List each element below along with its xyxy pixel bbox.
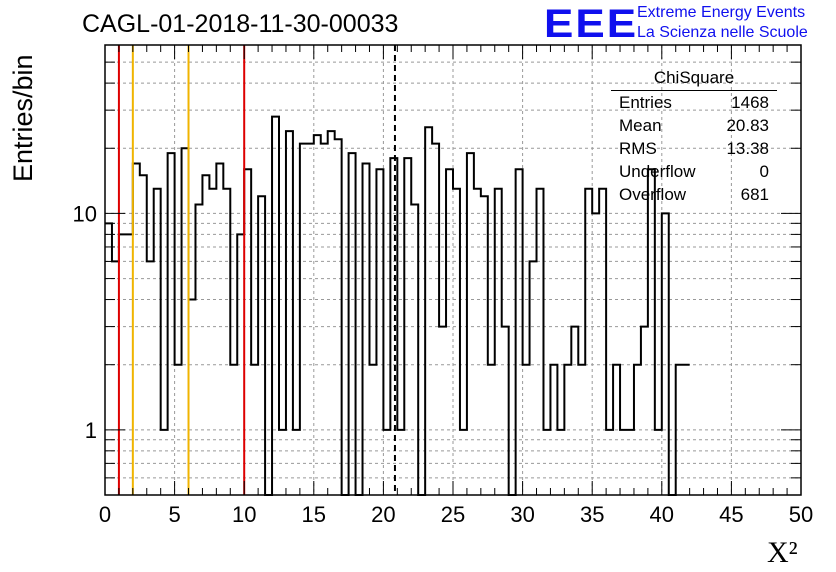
x-tick-label: 20 [371,502,395,527]
stats-key: Entries [619,93,672,112]
histogram-layer [105,115,690,496]
stats-row-entries: Entries 1468 [619,93,769,115]
histogram-bin [571,327,578,495]
histogram-bin [376,169,383,495]
stats-row-rms: RMS 13.38 [619,139,769,161]
logo-subtitle-2: La Scienza nelle Scuole [637,24,808,41]
stats-box: ChiSquare Entries 1468 Mean 20.83 RMS 13… [611,68,777,206]
histogram-bin [592,213,599,495]
histogram-bin [467,153,474,495]
histogram-bin [502,327,509,495]
histogram-bin [112,261,119,495]
x-tick-label: 15 [302,502,326,527]
stats-value: 1468 [731,93,769,112]
histogram-bin [328,131,335,495]
stats-key: RMS [619,139,657,158]
histogram-bin [516,169,523,495]
histogram-bin [189,300,196,495]
histogram-bin [300,144,307,495]
x-tick-label: 45 [719,502,743,527]
histogram-bin [147,261,154,495]
histogram-bin [105,223,112,495]
y-tick-label: 10 [73,201,97,226]
histogram-bin [272,117,279,495]
histogram-bin [286,131,293,495]
x-tick-label: 10 [232,502,256,527]
histogram-bin [411,204,418,495]
x-axis-label: X² [767,536,798,569]
stats-key: Underflow [619,162,696,181]
histogram-bin [168,153,175,495]
y-axis-label: Entries/bin [8,54,38,182]
histogram-bin [446,169,453,495]
histogram-bin [335,139,342,495]
histogram-bin [641,327,648,495]
histogram-bin [307,144,314,495]
histogram-bin [349,153,356,495]
histogram-bin [321,144,328,495]
x-tick-label: 25 [441,502,465,527]
stats-value: 13.38 [726,139,769,158]
y-tick-label: 1 [85,418,97,443]
x-tick-label: 0 [99,502,111,527]
histogram-bin [481,196,488,495]
x-tick-label: 30 [510,502,534,527]
histogram-bin [662,213,669,495]
stats-value: 681 [740,185,769,204]
stats-key: Mean [619,116,662,135]
tick-layer: 0 5 10 15 20 25 30 35 40 45 50 1 10 [73,45,813,527]
x-tick-label: 50 [789,502,813,527]
x-tick-label: 5 [168,502,180,527]
x-tick-label: 35 [580,502,604,527]
x-tick-label: 40 [650,502,674,527]
histogram-bin [314,135,321,495]
histogram-bin [244,169,251,495]
stats-row-overflow: Overflow 681 [619,185,769,207]
stats-value: 20.83 [726,116,769,135]
logo-subtitle-1: Extreme Energy Events [637,4,806,21]
histogram-bin [182,148,189,495]
histogram-bin [432,144,439,495]
histogram-bin [195,204,202,495]
histogram-bin [648,169,655,495]
eee-logo: EEE [544,2,639,47]
stats-value: 0 [759,162,769,181]
stats-row-underflow: Underflow 0 [619,162,769,184]
grid-layer [105,45,801,495]
histogram-bin [530,261,537,495]
histogram-series [105,115,690,496]
stats-divider [611,90,777,91]
run-title: CAGL-01-2018-11-30-00033 [82,10,399,38]
histogram-bin [439,327,446,495]
stats-title: ChiSquare [653,68,735,87]
reference-lines-layer [117,45,396,495]
stats-row-mean: Mean 20.83 [619,116,769,138]
stats-key: Overflow [619,185,687,204]
histogram-bin [258,196,265,495]
